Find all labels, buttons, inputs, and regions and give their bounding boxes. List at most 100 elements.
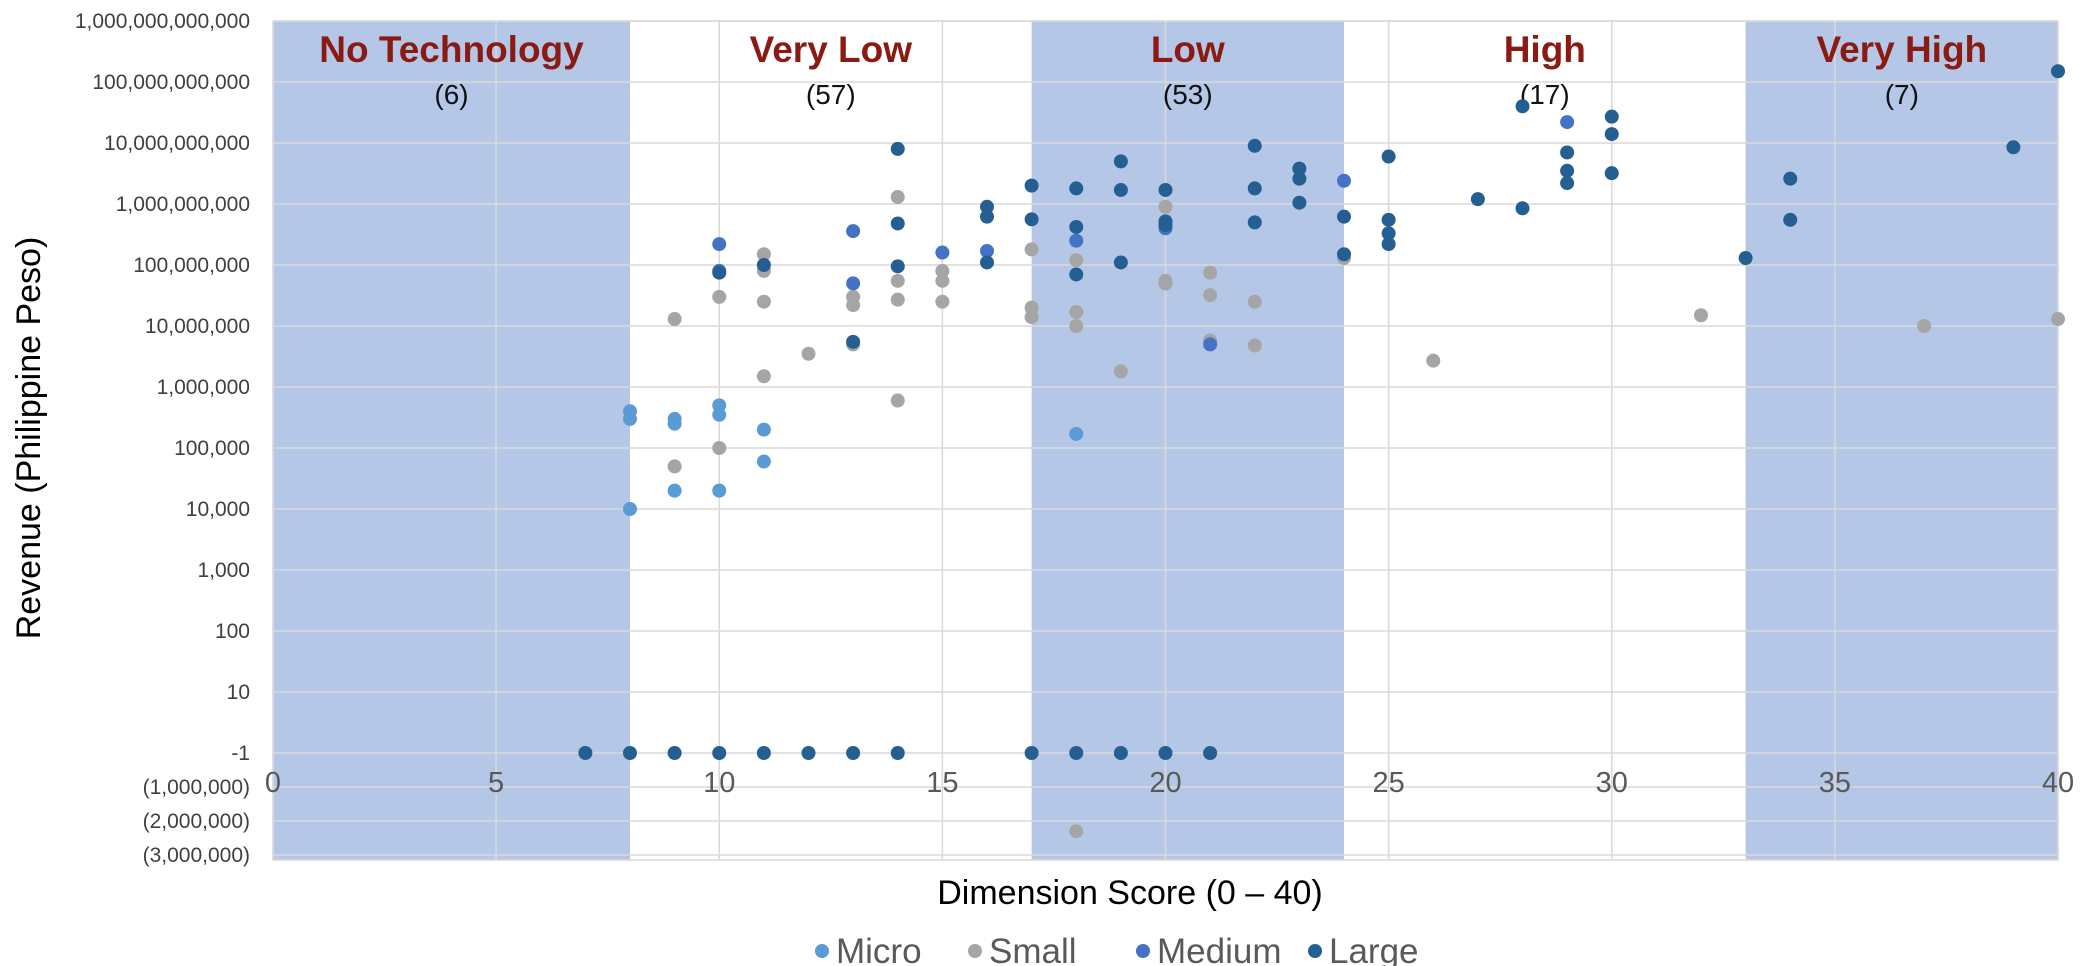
x-tick-label: 40 [2042,767,2074,799]
point-micro [623,502,637,516]
point-small [756,369,771,384]
band-title: Very High [1816,29,1987,70]
point-large [1158,746,1173,761]
y-tick-label: 100,000,000,000 [92,71,250,94]
point-micro [756,422,771,437]
point-micro [667,416,682,431]
point-large [1158,218,1173,233]
x-tick-label: 5 [488,767,504,799]
point-large [801,746,816,761]
y-axis-title: Revenue (Philippine Peso) [10,237,48,640]
point-small [1069,253,1084,268]
band-title: High [1504,29,1586,70]
point-large [1158,182,1173,197]
point-medium [846,276,861,291]
point-small [890,273,905,288]
y-tick-label: 1,000,000 [157,376,250,399]
legend-marker-small [968,944,982,958]
point-large [1069,267,1084,282]
point-small [712,441,727,455]
point-large [623,746,637,761]
point-medium [1560,115,1575,130]
point-large [756,258,771,272]
point-small [756,247,771,262]
point-large [1203,746,1218,761]
x-tick-label: 10 [703,767,735,799]
point-small [890,292,905,307]
data-points [578,64,2065,839]
point-large [1024,746,1039,761]
point-small [1426,353,1441,368]
y-tick-label: 100 [215,620,250,643]
point-small [1203,288,1218,303]
point-large [1069,219,1084,234]
point-large [890,746,905,761]
band-title: Low [1151,29,1225,70]
x-tick-label: 20 [1149,767,1181,799]
point-large [1381,149,1396,164]
point-micro [712,483,727,498]
y-tick-label: (3,000,000) [143,844,250,867]
point-large [1113,746,1128,761]
point-large [1024,178,1039,193]
point-large [1515,99,1530,114]
band-count: (7) [1885,79,1919,110]
band-count: (53) [1163,79,1213,110]
point-large [2051,64,2065,79]
y-tick-label: 1,000,000,000 [116,193,250,216]
point-small [1917,319,1932,333]
y-tick-label: (1,000,000) [143,776,250,799]
point-micro [623,411,637,426]
legend-marker-micro [815,944,829,958]
point-large [712,265,727,280]
point-large [1292,171,1307,186]
y-tick-label: 1,000 [197,559,250,582]
point-large [667,746,682,761]
point-medium [1203,337,1218,352]
point-large [1337,209,1351,224]
point-large [1024,212,1039,227]
point-small [712,289,727,304]
x-tick-label: 35 [1819,767,1851,799]
point-small [1694,308,1708,323]
band-labels: No Technology (6) Very Low (57) Low (53) High (… [319,29,1987,110]
point-small [1069,824,1084,839]
band-title: Very Low [750,29,913,70]
point-medium [1069,233,1084,248]
point-large [1113,255,1128,270]
legend-label: Micro [836,932,922,966]
point-large [980,255,994,270]
score-bands [272,20,2059,861]
y-tick-label: 10,000,000,000 [104,132,250,155]
point-small [935,273,950,288]
point-large [1113,182,1128,197]
point-large [846,334,861,349]
y-tick-label: -1 [231,742,250,765]
point-large [1381,237,1396,252]
point-micro [712,407,727,422]
x-axis-ticks: 0 5 10 15 20 25 30 35 40 [265,767,2074,799]
point-large [980,199,994,214]
y-tick-label: 10 [227,681,250,704]
point-large [1069,181,1084,196]
legend: Micro Small Medium Large [815,932,1419,966]
point-large [980,209,994,224]
y-tick-label: 10,000 [186,498,250,521]
point-small [1024,310,1039,325]
point-small [935,263,950,278]
point-large [1515,201,1530,216]
point-medium [846,224,861,239]
band-shade [273,21,630,860]
x-tick-label: 0 [265,767,281,799]
point-small [1247,338,1262,353]
point-medium [712,237,727,252]
band-count: (6) [434,79,468,110]
y-tick-label: 1,000,000,000,000 [75,10,250,33]
point-micro [667,483,682,498]
point-large [1337,247,1351,262]
point-micro [756,454,771,469]
point-small [2051,312,2065,327]
point-small [1113,364,1128,379]
point-large [1381,212,1396,227]
